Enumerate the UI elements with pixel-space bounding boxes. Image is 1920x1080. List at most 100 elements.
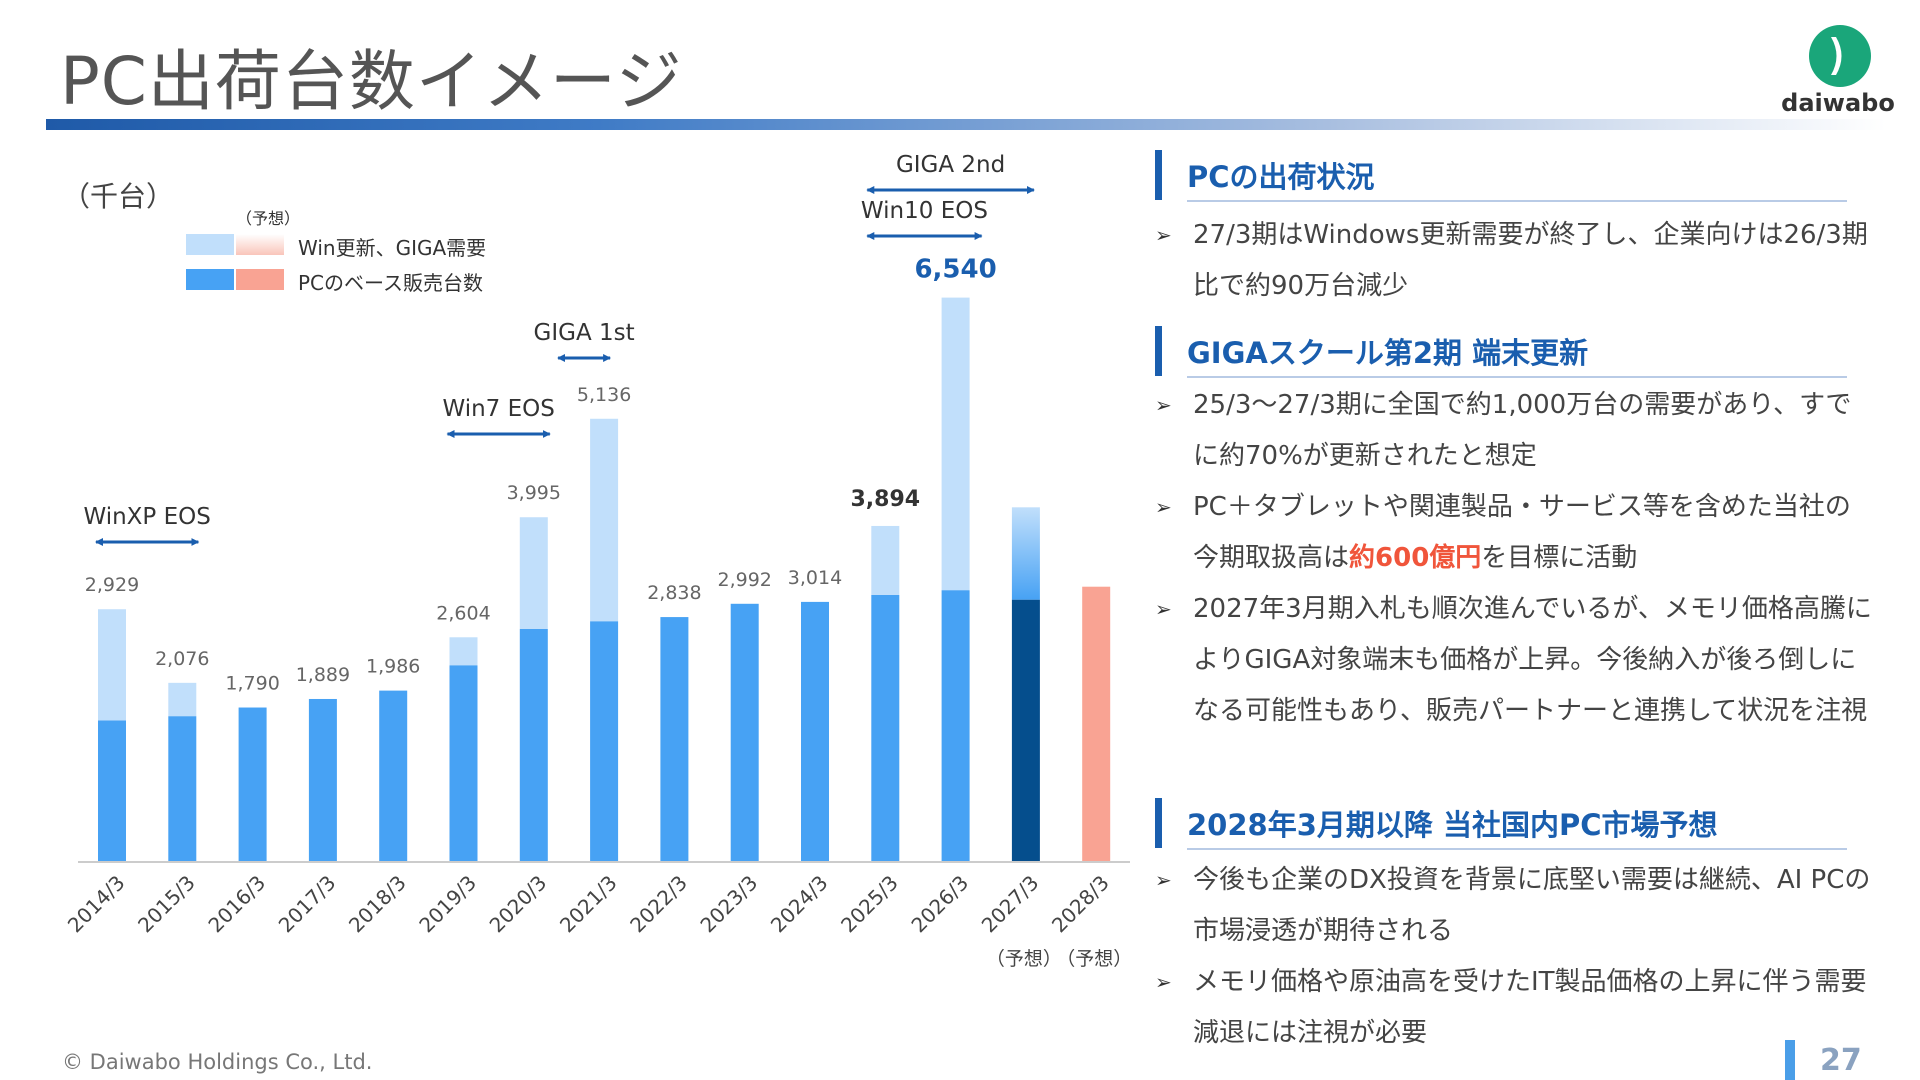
x-tick-label: 2019/3 — [414, 871, 481, 938]
data-label: 3,894 — [851, 487, 921, 512]
bullet-text-main: メモリ価格や原油高を受けたIT製品価格の上昇に伴う需要減退には注視が必要 — [1193, 967, 1867, 1048]
highlight-target-amount: 約600億円 — [1349, 543, 1482, 573]
data-label: 5,136 — [577, 384, 631, 406]
section-heading: PCの出荷状況 — [1187, 160, 1375, 194]
data-label: 2,838 — [647, 582, 701, 604]
legend-forecast-caption: （予想） — [236, 209, 301, 228]
data-label: 6,540 — [914, 255, 996, 285]
bar-base-2014/3 — [98, 720, 126, 862]
x-tick-label: 2020/3 — [485, 871, 552, 938]
copyright-notice: © Daiwabo Holdings Co., Ltd. — [62, 1050, 373, 1074]
logo-wordmark: daiwabo — [1781, 89, 1895, 117]
forecast-note: （予想） — [986, 948, 1062, 970]
event-label: WinXP EOS — [83, 504, 210, 530]
bullet-text: 今後も企業のDX投資を背景に底堅い需要は継続、AI PCの市場浸透が期待される — [1193, 855, 1875, 957]
list-item: ➢ メモリ価格や原油高を受けたIT製品価格の上昇に伴う需要減退には注視が必要 — [1155, 957, 1875, 1059]
event-label: GIGA 2nd — [896, 152, 1005, 178]
data-label: 1,986 — [366, 656, 420, 678]
event-label: GIGA 1st — [534, 320, 635, 346]
bullet-text-main: 25/3〜27/3期に全国で約1,000万台の需要があり、すでに約70%が更新さ… — [1193, 390, 1852, 471]
page-number: 27 — [1820, 1043, 1862, 1078]
page-number-marker — [1785, 1040, 1795, 1080]
page-title: PC出荷台数イメージ — [60, 43, 683, 120]
data-label: 1,889 — [296, 664, 350, 686]
bar-base-2015/3 — [168, 716, 197, 862]
bar-base-2022/3 — [660, 617, 689, 862]
legend-swatch-demand — [186, 234, 234, 255]
list-item: ➢ 今後も企業のDX投資を背景に底堅い需要は継続、AI PCの市場浸透が期待され… — [1155, 855, 1875, 957]
bullet-text-main: 2027年3月期入札も順次進んでいるが、メモリ価格高騰によりGIGA対象端末も価… — [1193, 594, 1872, 726]
x-tick-label: 2025/3 — [836, 871, 903, 938]
x-tick-label: 2028/3 — [1047, 871, 1114, 938]
x-tick-label: 2027/3 — [977, 871, 1044, 938]
bar-base-2020/3 — [519, 628, 548, 862]
shipment-bar-chart: 2,929 2014/3 2,076 2015/3 1,790 2016/3 1,889 20… — [63, 152, 1132, 970]
bar-base-2021/3 — [590, 621, 619, 862]
section-marker — [1155, 798, 1162, 848]
section-divider — [1187, 376, 1847, 378]
data-label: 1,790 — [225, 673, 279, 695]
bar-demand-2025/3 — [871, 525, 900, 595]
bullet-arrow-icon: ➢ — [1155, 393, 1172, 417]
bar-base-2018/3 — [379, 690, 408, 862]
bullet-text: 25/3〜27/3期に全国で約1,000万台の需要があり、すでに約70%が更新さ… — [1193, 380, 1875, 482]
bar-demand-2015/3 — [168, 682, 197, 717]
data-label: 2,076 — [155, 648, 209, 670]
section-heading: 2028年3月期以降 当社国内PC市場予想 — [1187, 808, 1718, 842]
bullet-text: 27/3期はWindows更新需要が終了し、企業向けは26/3期比で約90万台減… — [1193, 210, 1875, 312]
bullet-text-main: PC＋タブレットや関連製品・サービス等を含めた当社の今期取扱高は — [1193, 492, 1851, 573]
bullet-arrow-icon: ➢ — [1155, 597, 1172, 621]
bar-demand-2027/3 — [1011, 507, 1040, 600]
chart-unit-label: （千台） — [62, 180, 175, 213]
x-tick-label: 2018/3 — [344, 871, 411, 938]
legend-label-demand: Win更新、GIGA需要 — [298, 236, 487, 260]
list-item: ➢ PC＋タブレットや関連製品・サービス等を含めた当社の今期取扱高は約600億円… — [1155, 482, 1875, 584]
list-item: ➢ 25/3〜27/3期に全国で約1,000万台の需要があり、すでに約70%が更… — [1155, 380, 1875, 482]
legend-swatch-demand-forecast — [236, 234, 284, 255]
chart-events: WinXP EOS Win7 EOS GIGA 1st Win10 EOS GIGA 2… — [83, 152, 1035, 546]
bullet-text-main: 今後も企業のDX投資を背景に底堅い需要は継続、AI PCの市場浸透が期待される — [1193, 865, 1871, 946]
bullet-text: 2027年3月期入札も順次進んでいるが、メモリ価格高騰によりGIGA対象端末も価… — [1193, 584, 1875, 737]
x-tick-label: 2026/3 — [906, 871, 973, 938]
bar-demand-2019/3 — [449, 637, 478, 666]
x-tick-label: 2014/3 — [63, 871, 130, 938]
data-label: 3,995 — [507, 482, 561, 504]
bar-demand-2014/3 — [98, 609, 126, 721]
bullet-arrow-icon: ➢ — [1155, 495, 1172, 519]
bar-base-2026/3 — [941, 590, 970, 862]
list-item: ➢ 2027年3月期入札も順次進んでいるが、メモリ価格高騰によりGIGA対象端末… — [1155, 584, 1875, 737]
bar-base-2023/3 — [730, 603, 759, 862]
bar-base-2025/3 — [871, 594, 900, 862]
bar-demand-2021/3 — [590, 418, 619, 622]
bullet-arrow-icon: ➢ — [1155, 223, 1172, 247]
legend-label-base: PCのベース販売台数 — [298, 271, 484, 295]
bar-base-2024/3 — [801, 601, 829, 862]
bullet-arrow-icon: ➢ — [1155, 868, 1172, 892]
list-item: ➢ 27/3期はWindows更新需要が終了し、企業向けは26/3期比で約90万… — [1155, 210, 1875, 312]
x-tick-label: 2017/3 — [274, 871, 341, 938]
section-marker — [1155, 150, 1162, 200]
bar-base-2019/3 — [449, 665, 478, 862]
bar-demand-2026/3 — [941, 297, 970, 591]
x-tick-label: 2023/3 — [696, 871, 763, 938]
x-tick-label: 2021/3 — [555, 871, 622, 938]
bullet-arrow-icon: ➢ — [1155, 970, 1172, 994]
bar-base-2016/3 — [238, 707, 267, 862]
bullet-text: PC＋タブレットや関連製品・サービス等を含めた当社の今期取扱高は約600億円を目… — [1193, 482, 1875, 584]
bar-base-2017/3 — [308, 698, 337, 862]
x-tick-label: 2015/3 — [133, 871, 200, 938]
company-logo: daiwabo — [1780, 25, 1896, 120]
x-tick-label: 2022/3 — [625, 871, 692, 938]
legend-swatch-base — [186, 269, 234, 290]
forecast-note: （予想） — [1056, 948, 1132, 970]
bullet-text-tail: を目標に活動 — [1481, 543, 1638, 573]
event-label: Win10 EOS — [861, 198, 988, 224]
x-tick-label: 2016/3 — [203, 871, 270, 938]
x-tick-label: 2024/3 — [766, 871, 833, 938]
data-label: 3,014 — [788, 567, 842, 589]
legend-swatch-base-forecast — [236, 269, 284, 290]
title-underline — [46, 119, 1886, 130]
event-label: Win7 EOS — [442, 396, 554, 422]
data-label: 2,604 — [436, 602, 490, 624]
section-heading: GIGAスクール第2期 端末更新 — [1187, 336, 1589, 370]
